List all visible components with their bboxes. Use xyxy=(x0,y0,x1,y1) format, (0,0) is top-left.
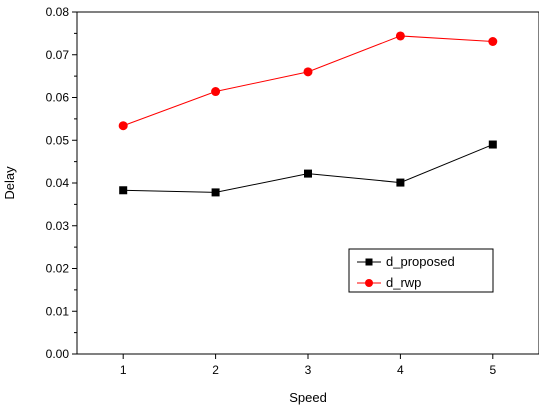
y-axis-ticks: 0.00 0.01 0.02 0.03 0.04 0.05 0.06 0.07 0.08 xyxy=(46,5,77,361)
series-layer xyxy=(118,31,498,197)
y-axis-label: Delay xyxy=(2,166,17,200)
x-tick-label: 4 xyxy=(397,363,404,377)
x-tick-label: 3 xyxy=(305,363,312,377)
plot-frame xyxy=(76,11,539,355)
x-axis-label: Speed xyxy=(289,390,327,405)
data-point-d-rwp xyxy=(303,67,313,77)
y-tick-label: 0.00 xyxy=(46,347,70,361)
y-tick-label: 0.01 xyxy=(46,304,70,318)
data-point-d-proposed xyxy=(119,186,128,195)
y-tick-label: 0.07 xyxy=(46,48,70,62)
series-line-d-rwp xyxy=(123,35,493,127)
x-axis-ticks: 1 2 3 4 5 xyxy=(120,354,496,377)
data-point-d-rwp xyxy=(118,121,128,131)
data-point-d-proposed xyxy=(211,188,220,197)
x-tick-label: 5 xyxy=(489,363,496,377)
data-point-d-proposed xyxy=(396,178,405,187)
data-point-d-rwp xyxy=(211,87,221,97)
legend-marker-d-proposed xyxy=(365,258,373,266)
y-tick-label: 0.06 xyxy=(46,91,70,105)
x-tick-label: 1 xyxy=(120,363,127,377)
y-tick-label: 0.03 xyxy=(46,219,70,233)
x-tick-label: 2 xyxy=(212,363,219,377)
y-tick-label: 0.02 xyxy=(46,262,70,276)
y-tick-label: 0.05 xyxy=(46,133,70,147)
series-line-d-proposed xyxy=(123,144,493,193)
legend-label-d-proposed: d_proposed xyxy=(386,254,455,269)
y-tick-label: 0.08 xyxy=(46,5,70,19)
data-point-d-rwp xyxy=(395,31,405,41)
legend: d_proposed d_rwp xyxy=(348,248,494,293)
y-tick-label: 0.04 xyxy=(46,176,70,190)
data-point-d-proposed xyxy=(304,169,312,178)
legend-marker-d-rwp xyxy=(365,279,373,287)
legend-label-d-rwp: d_rwp xyxy=(386,275,421,290)
data-point-d-rwp xyxy=(488,36,498,46)
legend-box xyxy=(348,248,494,293)
data-point-d-proposed xyxy=(488,140,497,149)
